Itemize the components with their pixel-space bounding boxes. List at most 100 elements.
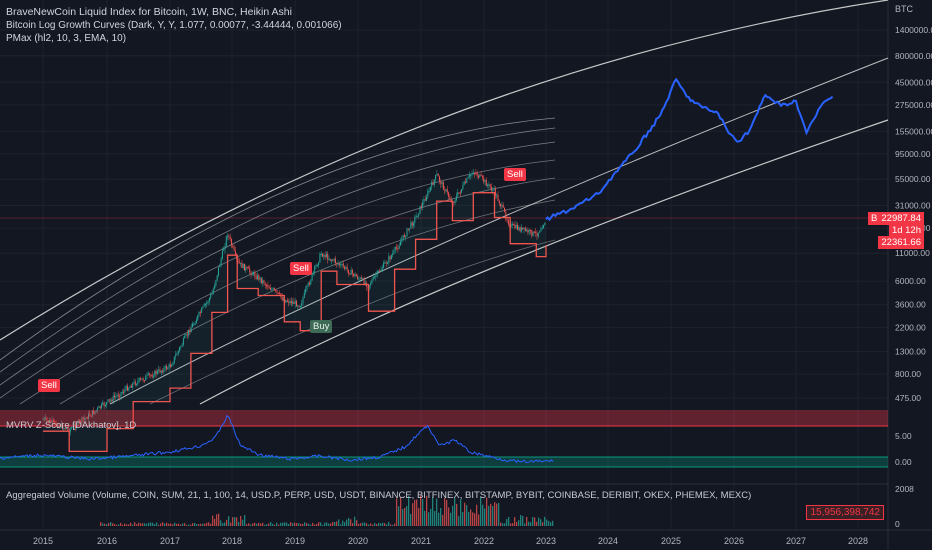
volume-bar <box>246 524 248 526</box>
candle-body <box>85 417 87 419</box>
candle-body <box>164 366 166 368</box>
mvrv-overvalued-zone <box>0 410 888 426</box>
volume-bar <box>426 495 428 526</box>
volume-bar <box>484 508 486 526</box>
candle-body <box>151 375 153 377</box>
candle-body <box>211 293 213 295</box>
volume-bar <box>474 513 476 526</box>
candle-body <box>471 173 473 175</box>
volume-bar <box>314 524 316 526</box>
growth-curve <box>149 239 556 405</box>
candle-body <box>394 247 396 250</box>
candle-body <box>276 290 278 293</box>
candle-body <box>346 267 348 270</box>
mvrv-tick-label: 0.00 <box>895 457 912 467</box>
candle-body <box>426 196 427 201</box>
candle-body <box>171 365 173 367</box>
candle-body <box>153 376 154 378</box>
candle-body <box>392 253 394 256</box>
candle-body <box>158 369 160 371</box>
candle-body <box>446 189 448 193</box>
volume-bar <box>218 513 220 526</box>
volume-bar <box>462 512 464 526</box>
volume-bar <box>342 520 344 526</box>
candle-body <box>511 224 513 226</box>
mvrv-pane-title[interactable]: MVRV Z-Score [DAkhatov], 1D <box>6 420 137 431</box>
candle-body <box>407 228 409 230</box>
candle-body <box>159 369 161 373</box>
indicator-pmax-title[interactable]: PMax (hl2, 10, 3, EMA, 10) <box>6 33 127 44</box>
indicator-growth-curves-title[interactable]: Bitcoin Log Growth Curves (Dark, Y, Y, 1… <box>6 20 342 31</box>
volume-bar <box>486 497 488 526</box>
candle-body <box>245 266 247 271</box>
candle-body <box>281 296 283 301</box>
candle-body <box>136 383 138 386</box>
currency-label: BTC <box>895 4 914 14</box>
candle-body <box>97 407 99 411</box>
candle-body <box>306 285 308 290</box>
candle-body <box>381 267 383 270</box>
candle-body <box>244 263 245 271</box>
candle-body <box>311 273 313 281</box>
candle-body <box>532 231 534 236</box>
candle-body <box>46 417 48 421</box>
candle-body <box>519 227 521 232</box>
volume-bar <box>518 520 520 526</box>
candle-body <box>487 184 489 187</box>
volume-bar <box>280 522 282 526</box>
candle-body <box>254 271 256 277</box>
candle-body <box>224 245 226 250</box>
candle-body <box>154 370 156 377</box>
candle-body <box>389 256 391 260</box>
candle-body <box>140 378 141 380</box>
candle-body <box>467 176 469 179</box>
candle-body <box>177 350 179 355</box>
candle-body <box>250 271 252 276</box>
candle-body <box>54 420 56 423</box>
volume-bar <box>376 523 378 526</box>
grid <box>0 0 888 530</box>
volume-bar <box>434 510 436 526</box>
volume-bar <box>204 523 206 526</box>
candle-body <box>513 224 515 226</box>
candle-body <box>82 417 84 420</box>
candle-body <box>104 405 106 407</box>
candle-body <box>506 219 508 221</box>
candle-body <box>247 267 249 269</box>
candle-body <box>540 228 542 232</box>
volume-bar <box>102 523 104 526</box>
candle-body <box>73 424 75 426</box>
candle-body <box>474 172 476 174</box>
candle-body <box>432 182 434 185</box>
candle-body <box>145 375 147 381</box>
candle-body <box>186 334 188 336</box>
candle-body <box>401 239 403 242</box>
growth-curve <box>0 141 556 386</box>
chart-title[interactable]: BraveNewCoin Liquid Index for Bitcoin, 1… <box>6 6 292 18</box>
candle-body <box>84 418 86 420</box>
volume-bar <box>498 503 500 526</box>
volume-bar <box>500 522 502 526</box>
candle-body <box>437 173 439 177</box>
candle-body <box>193 323 195 325</box>
candle-body <box>397 247 399 250</box>
volume-bar <box>134 522 136 526</box>
candle-body <box>502 204 504 208</box>
candle-body <box>124 389 126 393</box>
candle-body <box>480 174 482 176</box>
candle-body <box>232 245 234 247</box>
candle-body <box>263 280 265 285</box>
volume-bar <box>454 497 456 526</box>
time-axis[interactable]: 2015 2016 2017 2018 2019 2020 2021 2022 2023 2024… <box>33 536 868 546</box>
candle-body <box>333 258 335 261</box>
candle-body <box>80 420 82 423</box>
volume-bar <box>490 503 492 526</box>
volume-pane-title[interactable]: Aggregated Volume (Volume, COIN, SUM, 21… <box>6 490 752 501</box>
volume-bar <box>214 518 216 526</box>
candle-body <box>336 262 338 265</box>
volume-bar <box>126 524 128 526</box>
volume-bar <box>362 522 364 526</box>
price-axis[interactable]: BTC 1400000.00 800000.00 450000.00 275000.00… <box>895 4 932 403</box>
volume-bar <box>472 512 474 526</box>
